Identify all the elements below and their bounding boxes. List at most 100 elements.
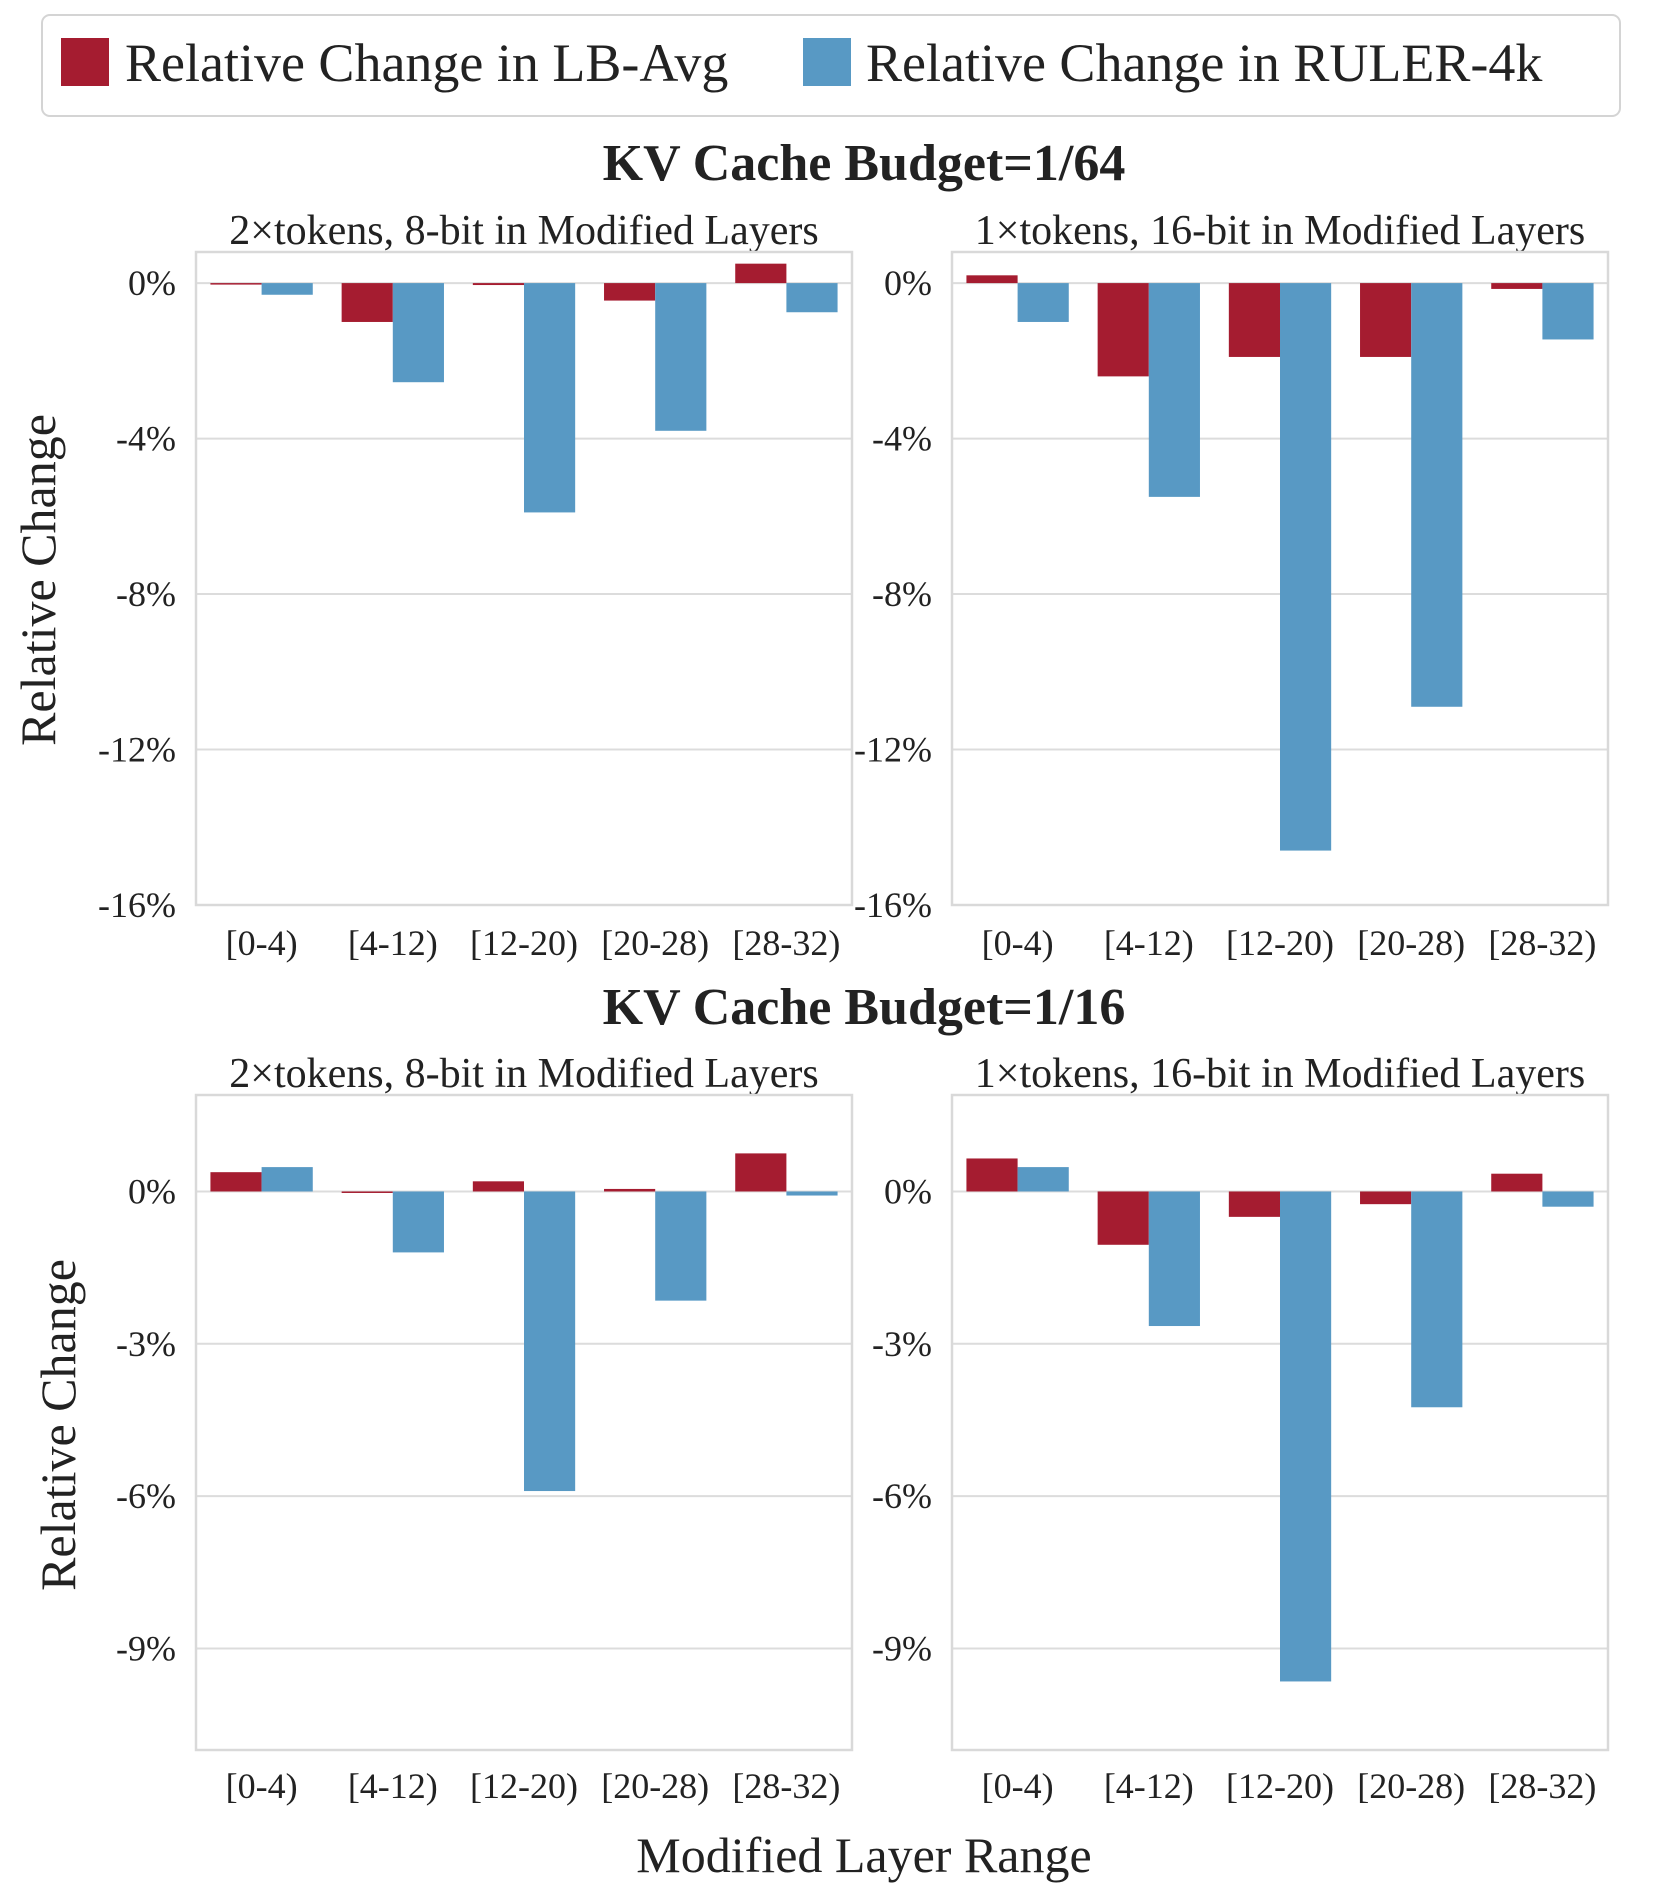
section-title-budget-1-64: KV Cache Budget=1/64 [603,135,1126,192]
bar-ruler-4k [1280,1191,1332,1682]
y-tick-label: -16% [98,885,176,925]
y-tick-label: -9% [116,1628,176,1668]
bar-ruler-4k [392,283,444,383]
x-tick-label: [20-28) [601,923,709,963]
x-tick-label: [28-32) [732,923,840,963]
bar-lb-avg [1097,283,1149,377]
bar-lb-avg [966,1158,1018,1192]
bar-lb-avg [735,1153,787,1192]
y-tick-label: 0% [128,263,176,303]
x-tick-label: [12-20) [1226,923,1334,963]
plot-frame [194,1093,854,1752]
subplot-title: 1×tokens, 16-bit in Modified Layers [975,1051,1585,1097]
x-tick-label: [12-20) [470,1766,578,1806]
x-tick-label: [4-12) [348,1766,438,1806]
y-tick-label: -3% [116,1324,176,1364]
bar-lb-avg [341,1191,393,1193]
bar-lb-avg [966,275,1018,284]
x-tick-label: [12-20) [1226,1766,1334,1806]
y-tick-label: 0% [884,263,932,303]
y-axis-label-top: Relative Change [10,414,66,746]
section-title-budget-1-16: KV Cache Budget=1/16 [603,979,1126,1036]
bar-ruler-4k [1411,1191,1463,1408]
subplot-title: 2×tokens, 8-bit in Modified Layers [229,208,818,254]
bar-lb-avg [1097,1191,1149,1245]
bar-lb-avg [604,283,656,301]
bar-ruler-4k [392,1191,444,1253]
legend: Relative Change in LB-Avg Relative Chang… [41,14,1621,117]
bar-ruler-4k [1542,1191,1594,1207]
subplot-title: 2×tokens, 8-bit in Modified Layers [229,1051,818,1097]
legend-swatch-lb-avg [61,38,109,86]
bar-ruler-4k [1148,1191,1200,1327]
x-tick-label: [0-4) [982,1766,1054,1806]
bar-ruler-4k [524,283,576,513]
x-tick-label: [28-32) [732,1766,840,1806]
subplot-title: 1×tokens, 16-bit in Modified Layers [975,208,1585,254]
x-tick-label: [28-32) [1488,923,1596,963]
y-axis-label-bottom: Relative Change [30,1259,86,1591]
bar-lb-avg [1491,1173,1543,1192]
x-tick-label: [0-4) [226,1766,298,1806]
x-tick-label: [0-4) [982,923,1054,963]
bar-ruler-4k [1017,1167,1069,1192]
y-tick-label: -3% [872,1324,932,1364]
bar-lb-avg [210,1172,262,1192]
x-axis-label: Modified Layer Range [636,1827,1091,1883]
bar-ruler-4k [655,283,707,431]
chart-panel-2: 1×tokens, 16-bit in Modified Layers 0% -4%… [854,208,1610,963]
x-tick-label: [12-20) [470,923,578,963]
bar-ruler-4k [1148,283,1200,497]
x-tick-label: [20-28) [601,1766,709,1806]
bar-ruler-4k [524,1191,576,1492]
bar-ruler-4k [655,1191,707,1301]
y-tick-label: -12% [854,730,932,770]
bar-ruler-4k [1017,283,1069,322]
bar-lb-avg [604,1188,656,1192]
bar-ruler-4k [1280,283,1332,851]
bar-ruler-4k [1411,283,1463,707]
bar-lb-avg [735,263,787,284]
x-tick-label: [20-28) [1357,923,1465,963]
bar-lb-avg [341,283,393,322]
bar-lb-avg [472,283,524,286]
y-tick-label: -12% [98,730,176,770]
y-tick-label: 0% [128,1171,176,1211]
x-tick-label: [0-4) [226,923,298,963]
x-tick-label: [4-12) [1104,1766,1194,1806]
bar-lb-avg [472,1181,524,1192]
bar-ruler-4k [1542,283,1594,340]
x-tick-label: [4-12) [1104,923,1194,963]
bar-lb-avg [1491,283,1543,289]
bar-lb-avg [1360,1191,1412,1205]
bar-lb-avg [1228,283,1280,357]
y-tick-label: -4% [872,419,932,459]
plot-frame [194,250,854,907]
y-tick-label: -8% [116,574,176,614]
bar-ruler-4k [786,283,838,313]
legend-label-lb-avg: Relative Change in LB-Avg [125,33,728,93]
y-tick-label: 0% [884,1171,932,1211]
y-tick-label: -6% [872,1476,932,1516]
bar-lb-avg [1228,1191,1280,1217]
y-tick-label: -9% [872,1628,932,1668]
y-tick-label: -8% [872,574,932,614]
plot-frame [950,250,1610,907]
chart-panel-3: 2×tokens, 8-bit in Modified Layers 0% -3% -… [116,1051,854,1806]
legend-label-ruler-4k: Relative Change in RULER-4k [866,33,1542,93]
bar-lb-avg [210,283,262,285]
y-tick-label: -6% [116,1476,176,1516]
bar-ruler-4k [786,1191,838,1196]
x-tick-label: [4-12) [348,923,438,963]
chart-panel-1: 2×tokens, 8-bit in Modified Layers 0% -4% -… [98,208,854,963]
legend-swatch-ruler-4k [803,38,851,86]
plot-frame [950,1093,1610,1752]
chart-panel-4: 1×tokens, 16-bit in Modified Layers 0% -3%… [872,1051,1610,1806]
x-tick-label: [28-32) [1488,1766,1596,1806]
y-tick-label: -16% [854,885,932,925]
x-tick-label: [20-28) [1357,1766,1465,1806]
bar-ruler-4k [261,283,313,295]
bar-lb-avg [1360,283,1412,357]
chart-panels: 2×tokens, 8-bit in Modified Layers 0% -4% -… [98,208,1610,1806]
